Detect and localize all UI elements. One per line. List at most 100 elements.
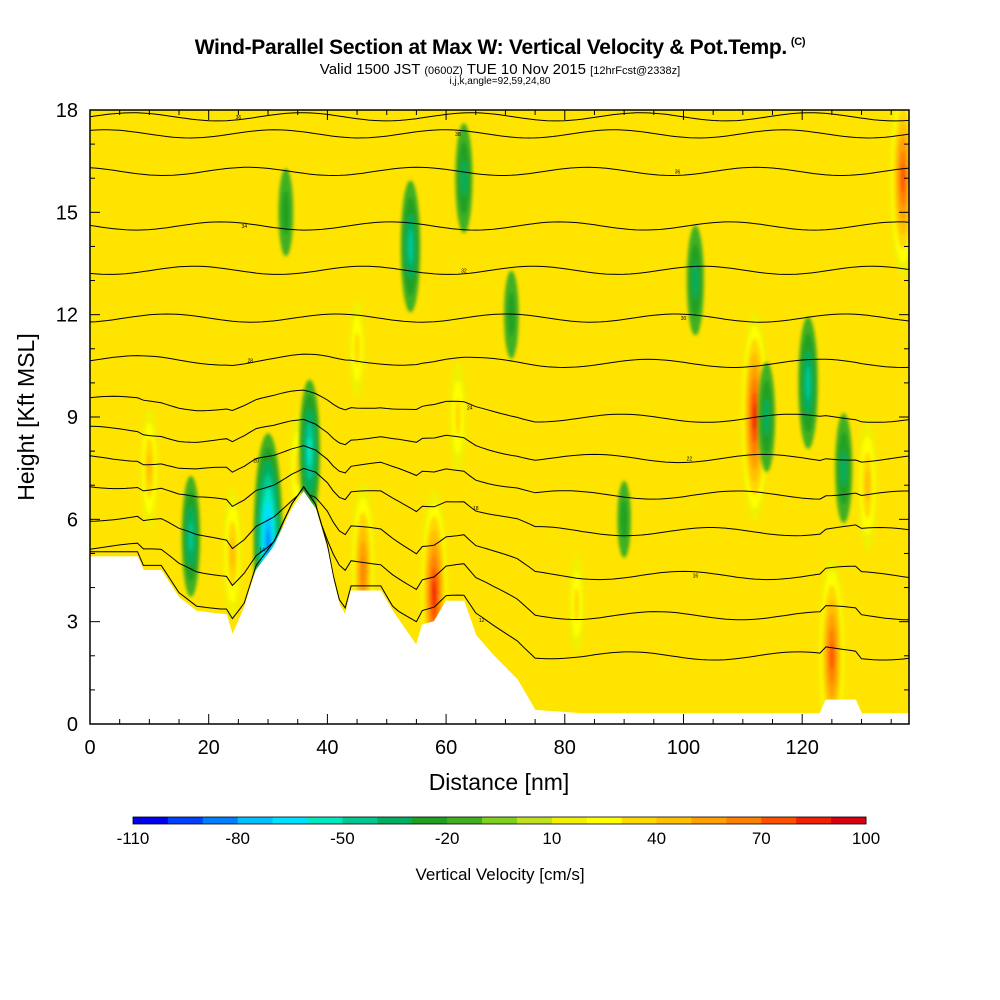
colorbar-swatch <box>412 817 448 824</box>
downdraft-ring <box>692 262 699 299</box>
colorbar-title: Vertical Velocity [cm/s] <box>415 865 584 884</box>
colorbar-swatch <box>342 817 378 824</box>
theta-contour-label: 30 <box>681 316 687 322</box>
colorbar-tick-label: 40 <box>647 829 666 848</box>
x-tick-label: 60 <box>435 737 457 759</box>
downdraft-ring <box>507 292 516 337</box>
colorbar-swatch <box>447 817 483 824</box>
downdraft-cell <box>617 480 631 558</box>
colorbar-swatch <box>551 817 588 824</box>
colorbar-swatch <box>202 817 239 824</box>
colorbar-swatch <box>482 817 518 824</box>
theta-contour <box>90 221 909 231</box>
downdraft-ring <box>188 521 194 552</box>
colorbar-tick-label: 100 <box>852 829 880 848</box>
updraft-ring <box>865 468 870 502</box>
theta-contour-label: 18 <box>473 506 479 512</box>
colorbar-swatch <box>656 817 692 824</box>
colorbar-tick-label: -50 <box>330 829 355 848</box>
downdraft-cell <box>181 475 201 597</box>
updraft-ring <box>829 641 834 670</box>
colorbar-swatch <box>586 817 623 824</box>
theta-contour-label: 32 <box>461 268 467 274</box>
downdraft-ring <box>307 436 312 466</box>
theta-contour-label: 12 <box>479 618 485 624</box>
updraft-cell <box>889 110 909 278</box>
x-tick-label: 40 <box>316 737 338 759</box>
colorbar-tick-label: -110 <box>117 829 150 848</box>
x-tick-label: 100 <box>667 737 700 759</box>
updraft-ring <box>432 581 436 608</box>
chart-title: Wind-Parallel Section at Max W: Vertical… <box>0 36 1000 60</box>
colorbar-tick-label: 10 <box>542 829 561 848</box>
downdraft-cell <box>278 168 294 257</box>
downdraft-cell <box>400 180 421 313</box>
updraft-ring <box>147 453 152 484</box>
updraft-cell <box>857 419 878 552</box>
updraft-cell <box>222 487 243 620</box>
theta-contour <box>90 353 909 369</box>
theta-contour <box>90 486 909 581</box>
y-tick-label: 15 <box>56 202 78 224</box>
colorbar-swatch <box>237 817 274 824</box>
updraft-cell <box>140 407 159 529</box>
colorbar-tick-label: -20 <box>435 829 460 848</box>
theta-contour <box>90 467 909 537</box>
colorbar-swatch <box>516 817 553 824</box>
colorbar-frame <box>132 816 867 825</box>
theta-contour <box>90 166 909 177</box>
x-axis-title: Distance [nm] <box>429 769 570 795</box>
updraft-cell <box>349 299 366 399</box>
plot-area: 36 38 36 34 32 30 28 24 22 20 18 16 14 12 <box>90 110 909 724</box>
section-indices: i,j,k,angle=92,59,24,80 <box>0 76 1000 87</box>
valid-utc: (0600Z) <box>424 65 463 77</box>
theta-contour <box>90 486 909 621</box>
theta-contour <box>90 313 909 323</box>
colorbar-swatch <box>133 817 169 824</box>
downdraft-cell <box>798 316 818 449</box>
x-tick-label: 120 <box>785 737 818 759</box>
colorbar-swatch <box>621 817 658 824</box>
theta-contour-label: 36 <box>675 169 681 175</box>
theta-contour <box>90 265 909 275</box>
y-tick-label: 6 <box>67 509 78 531</box>
downdraft-cell <box>686 225 704 336</box>
chart-subtitle: Valid 1500 JST (0600Z) TUE 10 Nov 2015 [… <box>0 61 1000 78</box>
theta-contour <box>90 486 909 661</box>
theta-contours: 36 38 36 34 32 30 28 24 22 20 18 16 14 12 <box>90 112 909 661</box>
theta-contour-label: 16 <box>693 573 699 579</box>
y-tick-label: 3 <box>67 612 78 634</box>
updraft-ring <box>229 536 235 570</box>
x-tick-label: 80 <box>554 737 576 759</box>
downdraft-cell <box>455 123 473 234</box>
theta-contour-label: 34 <box>242 224 248 230</box>
downdraft-cell <box>757 362 776 472</box>
theta-contour <box>90 445 909 500</box>
chart-title-text: Wind-Parallel Section at Max W: Vertical… <box>194 36 788 59</box>
colorbar-swatch <box>726 817 762 824</box>
downdraft-ring <box>840 449 847 487</box>
x-axis: 0 20 40 60 80 100 120 <box>84 110 892 759</box>
colorbar-tick-label: 70 <box>752 829 771 848</box>
theta-contour <box>90 389 909 423</box>
colorbar-swatch <box>377 817 413 824</box>
colorbar-swatch <box>691 817 727 824</box>
y-axis-title: Height [Kft MSL] <box>13 333 39 500</box>
downdraft-ring <box>282 190 290 235</box>
theta-contour <box>90 112 909 122</box>
theta-contour <box>90 129 909 139</box>
colorbar-swatch <box>831 817 867 824</box>
copyright-mark: (C) <box>790 36 806 48</box>
theta-contour <box>90 418 909 464</box>
updraft-ring <box>455 398 461 436</box>
terrain <box>90 491 909 724</box>
valid-date: TUE 10 Nov 2015 <box>466 61 586 78</box>
theta-contour-label: 38 <box>455 132 461 138</box>
downdraft-ring <box>805 366 811 400</box>
section-indices-text: i,j,k,angle=92,59,24,80 <box>449 76 551 87</box>
theta-contour-label: 22 <box>687 456 693 462</box>
updraft-ring <box>573 588 580 622</box>
downdraft-ring <box>763 398 770 436</box>
theta-contour-label: 36 <box>236 115 242 121</box>
